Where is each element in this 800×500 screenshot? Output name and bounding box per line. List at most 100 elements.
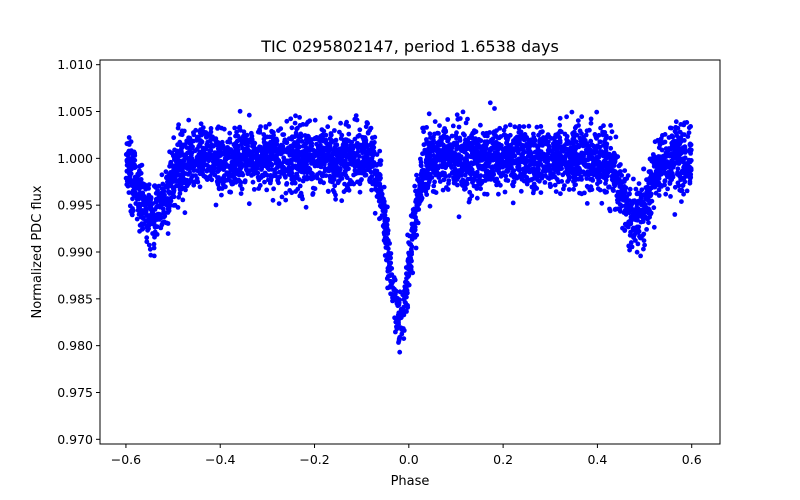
data-point <box>424 156 430 162</box>
data-point <box>437 142 442 148</box>
data-point <box>331 160 337 166</box>
data-point <box>402 299 408 305</box>
data-point <box>527 138 532 144</box>
data-point <box>672 184 678 190</box>
data-point <box>672 212 678 217</box>
data-point <box>611 168 616 174</box>
data-point <box>449 133 455 139</box>
data-point <box>432 119 438 124</box>
data-point <box>359 177 364 182</box>
data-point <box>281 169 286 175</box>
data-point <box>527 162 533 168</box>
data-point <box>304 158 310 164</box>
data-point <box>387 241 392 246</box>
data-point <box>401 308 406 314</box>
data-point <box>396 300 402 306</box>
data-point <box>379 191 385 197</box>
data-point <box>483 168 489 174</box>
data-point <box>284 182 289 187</box>
data-point <box>554 147 559 153</box>
data-point <box>141 215 146 221</box>
data-point <box>594 109 600 115</box>
data-point <box>594 136 599 141</box>
data-point <box>549 152 555 158</box>
data-point <box>137 190 143 196</box>
data-point <box>228 147 234 153</box>
data-point <box>635 217 640 223</box>
data-point <box>532 149 538 155</box>
data-point <box>377 148 383 154</box>
data-point <box>641 246 646 252</box>
data-point <box>337 146 343 152</box>
data-point <box>685 173 691 179</box>
data-point <box>218 144 224 149</box>
data-point <box>201 173 207 179</box>
data-point <box>613 134 619 140</box>
data-point <box>646 220 651 226</box>
data-point <box>210 163 216 169</box>
data-point <box>187 170 193 176</box>
data-point <box>278 126 284 132</box>
data-point <box>599 200 605 206</box>
data-point <box>564 146 570 152</box>
data-point <box>426 171 432 177</box>
data-point <box>366 158 372 164</box>
data-point <box>510 183 516 189</box>
data-point <box>270 134 275 140</box>
data-point <box>596 154 602 160</box>
data-point <box>343 162 349 167</box>
x-tick-label: 0.4 <box>587 452 607 467</box>
data-point <box>335 154 341 160</box>
data-point <box>603 169 609 175</box>
data-point <box>188 138 194 144</box>
data-point <box>171 194 177 200</box>
y-tick-label: 0.995 <box>57 198 93 213</box>
data-point <box>588 151 594 157</box>
data-point <box>482 173 488 179</box>
data-point <box>198 161 204 167</box>
data-point <box>128 208 134 214</box>
data-point <box>348 153 354 159</box>
data-point <box>516 165 522 171</box>
data-point <box>607 135 613 141</box>
data-point <box>600 150 605 156</box>
data-point <box>297 193 303 199</box>
data-point <box>505 169 510 174</box>
data-point <box>370 151 376 157</box>
data-point <box>619 190 625 196</box>
data-point <box>343 172 349 178</box>
data-point <box>437 157 443 163</box>
data-point <box>565 172 571 178</box>
data-point <box>265 165 271 171</box>
data-point <box>144 225 150 231</box>
data-point <box>527 169 532 175</box>
data-point <box>641 217 646 223</box>
data-point <box>585 157 591 163</box>
data-point <box>382 212 388 218</box>
data-point <box>421 150 427 156</box>
data-point <box>132 162 138 168</box>
data-point <box>362 135 368 140</box>
x-tick-label: −0.6 <box>111 452 141 467</box>
data-point <box>364 144 370 150</box>
data-point <box>683 148 689 154</box>
data-point <box>374 162 379 168</box>
data-point <box>134 216 140 222</box>
data-point <box>676 161 682 166</box>
data-point <box>494 182 499 188</box>
data-point <box>603 181 608 186</box>
data-point <box>553 189 559 195</box>
data-point <box>259 172 265 178</box>
data-point <box>305 119 311 125</box>
data-point <box>458 173 464 178</box>
data-point <box>381 238 387 243</box>
data-point <box>463 142 469 147</box>
data-point <box>326 156 331 161</box>
data-point <box>240 145 245 151</box>
data-point <box>172 147 178 153</box>
data-point <box>303 144 309 150</box>
data-point <box>404 294 409 300</box>
data-point <box>352 116 358 122</box>
data-point <box>631 176 636 182</box>
data-point <box>656 193 662 198</box>
